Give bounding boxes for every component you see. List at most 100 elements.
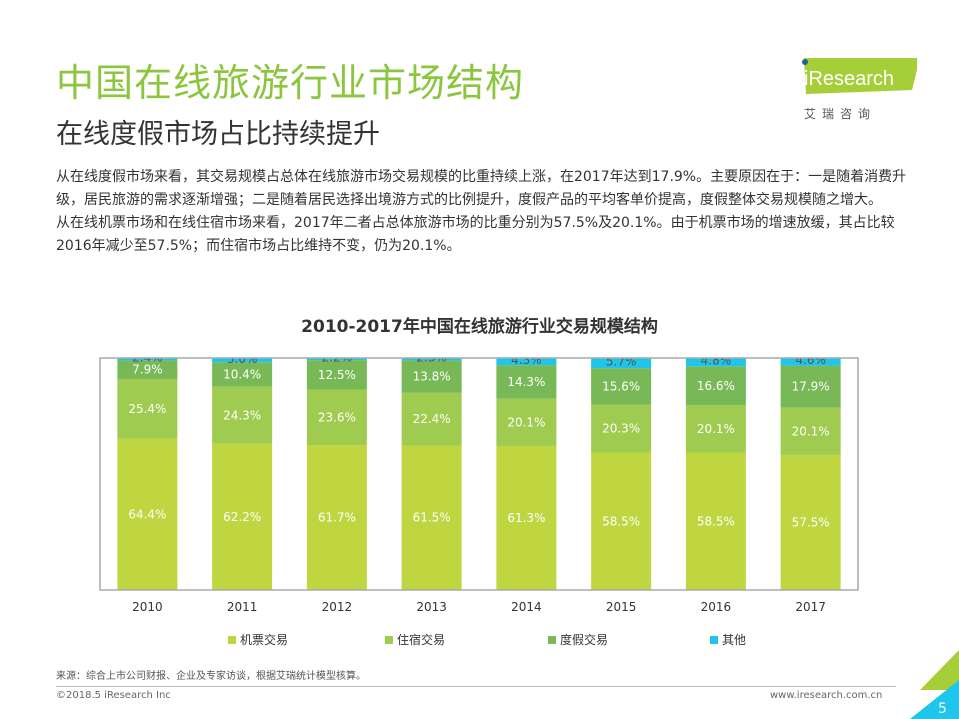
bar-segment [306,358,367,361]
legend-item: 度假交易 [548,631,608,648]
x-tick-label: 2014 [511,600,542,614]
legend-swatch [385,635,393,644]
legend-label: 度假交易 [560,633,609,647]
bar-segment [685,452,746,590]
data-label: 58.5% [697,514,735,528]
x-tick-label: 2012 [322,600,353,614]
chart-title: 2010-2017年中国在线旅游行业交易规模结构 [301,317,658,337]
x-tick-label: 2010 [132,600,163,614]
data-label: 64.4% [128,507,166,521]
data-label: 20.1% [792,424,830,438]
data-label: 20.3% [602,422,640,436]
data-label: 10.4% [223,368,261,382]
x-tick-label: 2016 [701,600,732,614]
bar-segment [212,443,273,590]
legend-item: 机票交易 [228,631,288,648]
iresearch-logo: iResearch 艾瑞咨询 [792,50,920,130]
data-label: 57.5% [792,515,830,529]
data-label: 2.4% [132,351,163,365]
bar-segment [496,445,557,590]
data-label: 25.4% [128,402,166,416]
bar-segment [591,358,652,369]
x-tick-label: 2011 [227,600,258,614]
data-label: 16.6% [697,379,735,393]
data-label: 4.6% [795,353,826,367]
data-label: 7.9% [132,363,163,377]
legend-item: 住宿交易 [385,631,445,648]
bar-segment [496,358,557,366]
data-label: 4.3% [511,353,542,367]
page-number: 5 [938,701,947,717]
bar-segment [212,358,273,363]
data-label: 12.5% [318,368,356,382]
x-tick-label: 2015 [606,600,637,614]
corner-decoration: 5 [910,650,959,719]
data-label: 4.8% [701,354,732,368]
bar-segment [306,389,367,446]
legend-swatch [710,635,718,644]
data-label: 61.7% [318,511,356,525]
bar-segment [496,398,557,446]
data-label: 14.3% [507,375,545,389]
bar-segment [212,386,273,444]
website-url: www.iresearch.com.cn [770,690,883,701]
data-label: 5.7% [606,354,637,368]
page-subtitle: 在线度假市场占比持续提升 [56,119,380,150]
page-title: 中国在线旅游行业市场结构 [56,61,525,105]
bar-segment [117,378,178,439]
bar-segment [117,358,178,361]
data-label: 62.2% [223,510,261,524]
legend-swatch [228,635,236,644]
bar-segment [780,454,841,590]
data-label: 22.4% [413,412,451,426]
divider [56,686,896,687]
data-label: 24.3% [223,408,261,422]
bar-segment [685,405,746,453]
legend-item: 其他 [710,631,746,648]
legend-label: 机票交易 [240,633,289,647]
plot-frame [99,357,859,591]
copyright: ©2018.5 iResearch Inc [56,690,171,701]
bar-segment [780,365,841,408]
source-note: 来源：综合上市公司财报、企业及专家访谈，根据艾瑞统计模型核算。 [56,671,366,682]
legend-label: 其他 [722,633,747,647]
bar-segment [401,445,462,590]
x-tick-label: 2013 [416,600,447,614]
data-label: 61.3% [507,511,545,525]
bar-segment [496,365,557,399]
svg-text:艾瑞咨询: 艾瑞咨询 [804,106,876,121]
bar-segment [401,358,462,361]
data-label: 17.9% [792,380,830,394]
data-label: 3.0% [227,352,258,366]
data-label: 2.2% [322,351,353,365]
bar-segment [401,392,462,446]
bar-segment [780,358,841,366]
bar-segment [117,438,178,590]
x-tick-label: 2017 [795,600,826,614]
body-text: 从在线度假市场来看，其交易规模占总体在线旅游市场交易规模的比重持续上涨，在201… [56,166,916,258]
bar-segment [591,452,652,590]
data-label: 2.3% [416,351,447,365]
paragraph: 从在线度假市场来看，其交易规模占总体在线旅游市场交易规模的比重持续上涨，在201… [56,169,907,208]
legend-label: 住宿交易 [397,633,446,647]
bar-segment [212,362,273,387]
data-label: 23.6% [318,410,356,424]
legend-swatch [548,635,556,644]
bar-segment [685,358,746,367]
data-label: 61.5% [413,511,451,525]
bar-segment [306,360,367,390]
bar-segment [685,366,746,406]
paragraph: 从在线机票市场和在线住宿市场来看，2017年二者占总体旅游市场的比重分别为57.… [56,215,895,254]
bar-segment [401,360,462,393]
data-label: 13.8% [413,370,451,384]
data-label: 15.6% [602,379,640,393]
bar-segment [591,368,652,405]
bar-segment [117,360,178,379]
data-label: 20.1% [507,415,545,429]
svg-text:iResearch: iResearch [804,68,894,90]
data-label: 58.5% [602,514,640,528]
bar-segment [780,407,841,455]
data-label: 20.1% [697,422,735,436]
bar-segment [306,445,367,590]
